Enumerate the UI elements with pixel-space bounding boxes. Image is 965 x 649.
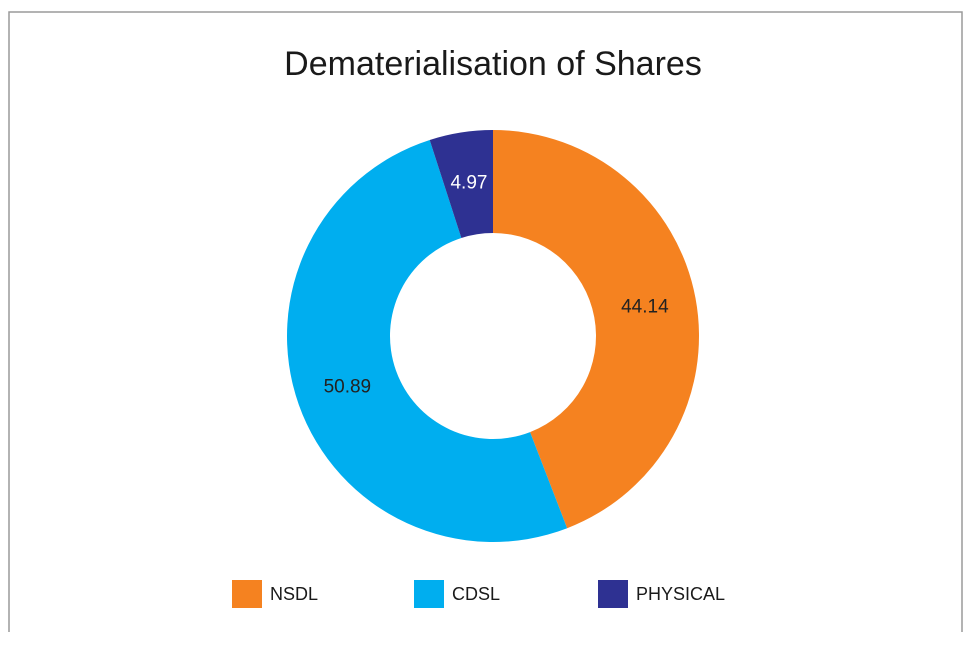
legend-swatch [414,580,444,608]
legend-label: PHYSICAL [636,584,725,604]
data-label: 4.97 [450,172,487,193]
legend-label: NSDL [270,584,318,604]
data-label: 50.89 [324,377,372,398]
slice [493,130,699,529]
data-label: 44.14 [621,297,669,318]
slice [287,139,568,542]
legend-swatch [598,580,628,608]
frame [8,11,963,632]
legend-swatch [232,580,262,608]
slice [429,130,493,238]
chart-title: Dematerialisation of Shares [284,45,702,83]
legend-label: CDSL [452,584,500,604]
